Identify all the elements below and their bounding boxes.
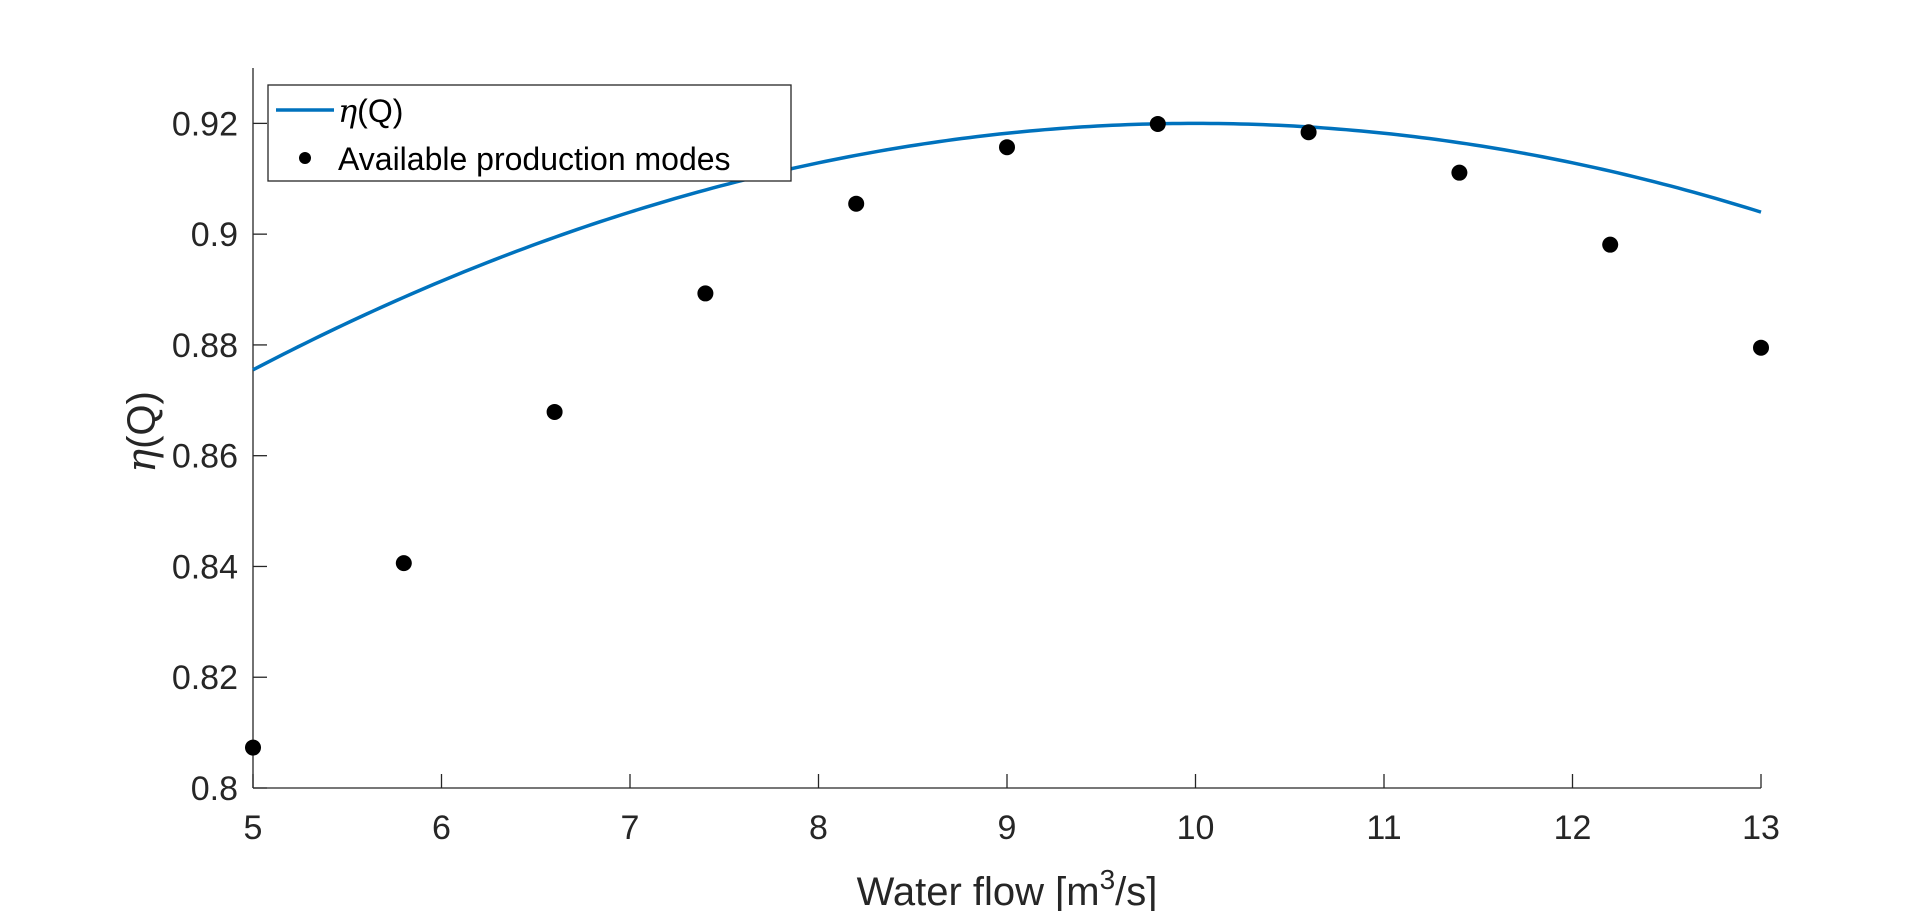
y-axis-title-rest: (Q) <box>120 391 164 449</box>
production-mode-point <box>999 139 1015 156</box>
x-tick-label: 6 <box>432 809 451 847</box>
legend: η(Q) Available production modes <box>267 84 792 182</box>
production-mode-point <box>697 285 714 302</box>
series-layer <box>245 115 1769 756</box>
y-tick-label: 0.82 <box>172 659 238 697</box>
x-tick-label: 8 <box>809 809 828 847</box>
x-tick-label: 12 <box>1554 809 1592 847</box>
x-tick-label: 9 <box>998 809 1017 847</box>
y-tick-label: 0.88 <box>172 327 238 365</box>
y-tick-label: 0.86 <box>172 438 238 476</box>
x-axis-title-sup: 3 <box>1100 864 1116 895</box>
legend-label-modes: Available production modes <box>338 141 731 177</box>
legend-label-eta-rest: (Q) <box>357 93 403 129</box>
x-tick-label: 10 <box>1177 809 1215 847</box>
y-tick-label: 0.8 <box>191 770 238 808</box>
x-tick-label: 11 <box>1366 809 1401 847</box>
legend-box <box>267 84 792 182</box>
legend-label-eta: η(Q) <box>338 92 403 130</box>
x-tick-label: 5 <box>244 809 263 847</box>
legend-label-eta-symbol: η <box>338 92 357 130</box>
y-ticks: 0.8 0.82 0.84 0.86 0.88 0.9 0.92 <box>172 105 267 808</box>
x-axis-title-base: Water flow [m <box>857 870 1100 911</box>
y-axis-title-symbol: η <box>119 449 165 473</box>
y-tick-label: 0.92 <box>172 105 238 143</box>
x-axis-title-rest: /s] <box>1115 870 1157 911</box>
x-tick-label: 7 <box>621 809 640 847</box>
production-mode-point <box>1753 339 1769 356</box>
x-tick-label: 13 <box>1742 809 1780 847</box>
production-mode-point <box>848 195 865 212</box>
x-axis-title: Water flow [m3/s] <box>857 864 1158 911</box>
production-mode-point <box>546 403 563 420</box>
x-ticks: 5 6 7 8 9 10 11 12 13 <box>244 774 1780 847</box>
efficiency-curve <box>252 121 1762 372</box>
production-mode-point <box>245 739 261 756</box>
y-tick-label: 0.84 <box>172 548 238 586</box>
y-tick-label: 0.9 <box>191 216 238 254</box>
production-mode-point <box>395 555 412 572</box>
production-mode-point <box>1602 236 1619 253</box>
y-axis-title: η(Q) <box>119 391 165 473</box>
legend-marker-swatch <box>299 152 311 164</box>
production-mode-point <box>1300 124 1317 141</box>
production-mode-point <box>1451 164 1468 181</box>
production-mode-point <box>1149 115 1166 132</box>
